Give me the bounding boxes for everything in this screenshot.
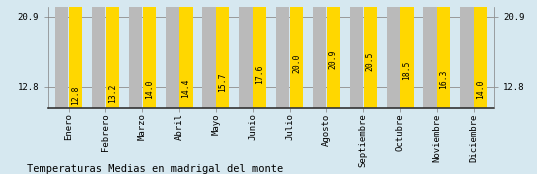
Bar <box>313 0 326 108</box>
Text: 14.0: 14.0 <box>476 80 485 99</box>
Bar <box>290 0 303 108</box>
Bar <box>350 0 363 108</box>
Bar <box>216 0 229 108</box>
Bar <box>437 0 451 108</box>
Bar <box>106 0 119 108</box>
Bar <box>460 1 474 108</box>
Bar <box>253 0 266 108</box>
Text: 20.5: 20.5 <box>366 52 375 71</box>
Text: 13.2: 13.2 <box>108 83 117 103</box>
Text: 15.7: 15.7 <box>219 72 227 92</box>
Text: 20.0: 20.0 <box>292 54 301 73</box>
Bar <box>55 3 68 108</box>
Bar <box>387 0 400 108</box>
Bar <box>326 0 340 108</box>
Bar <box>202 0 216 108</box>
Bar <box>142 0 156 108</box>
Bar <box>69 0 82 108</box>
Text: 16.3: 16.3 <box>439 70 448 89</box>
Text: 17.6: 17.6 <box>255 64 264 84</box>
Text: 18.5: 18.5 <box>403 60 411 80</box>
Bar <box>474 0 487 108</box>
Bar <box>92 1 105 108</box>
Bar <box>276 0 289 108</box>
Text: Temperaturas Medias en madrigal del monte: Temperaturas Medias en madrigal del mont… <box>27 164 283 174</box>
Bar <box>165 0 179 108</box>
Bar <box>179 0 193 108</box>
Text: 12.8: 12.8 <box>71 85 80 105</box>
Text: 14.0: 14.0 <box>144 80 154 99</box>
Bar <box>240 0 252 108</box>
Bar <box>401 0 413 108</box>
Text: 14.4: 14.4 <box>182 78 191 98</box>
Text: 20.9: 20.9 <box>329 50 338 69</box>
Bar <box>423 0 437 108</box>
Bar <box>129 0 142 108</box>
Bar <box>364 0 377 108</box>
